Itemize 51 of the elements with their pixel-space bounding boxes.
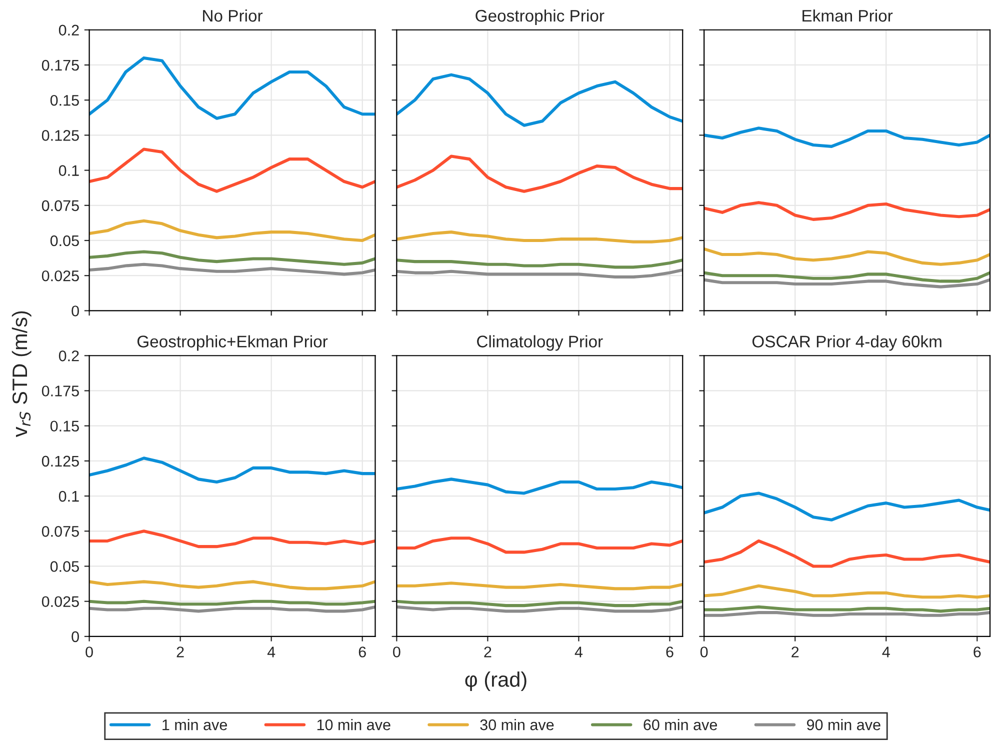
x-tick-label: 0 [393, 646, 400, 658]
line-series [89, 530, 376, 548]
legend-label: 90 min ave [806, 719, 880, 730]
line-series [89, 250, 376, 266]
line-series [89, 580, 376, 590]
y-tick-label: 0.15 [50, 420, 79, 432]
y-tick-label: 0.025 [42, 270, 79, 282]
line-series [89, 456, 376, 484]
y-tick-label: 0.1 [58, 490, 79, 502]
x-tick-label: 4 [574, 646, 583, 658]
legend-label: 10 min ave [317, 719, 390, 730]
y-tick-label: 0.125 [42, 456, 79, 467]
line-series [89, 148, 376, 193]
x-tick-label: 6 [666, 646, 674, 658]
legend-label: 30 min ave [480, 719, 554, 730]
x-tick-label: 6 [974, 646, 981, 658]
line-series [89, 56, 376, 120]
y-tick-label: 0.025 [42, 596, 79, 608]
y-tick-label: 0.1 [58, 165, 79, 176]
y-tick-label: 0.15 [50, 94, 79, 106]
legend-label: 1 min ave [162, 719, 227, 730]
x-tick-label: 2 [484, 646, 492, 658]
x-tick-label: 4 [882, 646, 890, 658]
y-tick-label: 0.125 [42, 130, 79, 141]
chart-title: Climatology Prior [477, 335, 603, 351]
y-tick-label: 0.05 [50, 561, 79, 572]
x-tick-label: 2 [792, 646, 799, 658]
chart-title: Geostrophic Prior [476, 9, 604, 26]
legend-label: 60 min ave [644, 719, 717, 730]
x-tick-label: 0 [86, 646, 93, 658]
y-tick-label: 0.2 [58, 350, 79, 362]
y-tick-label: 0.175 [42, 60, 79, 71]
y-tick-label: 0 [72, 631, 79, 642]
y-tick-label: 0 [72, 306, 79, 316]
chart-title: No Prior [203, 9, 263, 22]
x-tick-label: 2 [176, 646, 184, 658]
chart-title: Geostrophic+Ekman Prior [137, 335, 328, 351]
y-tick-label: 0.075 [42, 200, 79, 212]
y-tick-label: 0.2 [58, 24, 79, 36]
chart-title: Ekman Prior [802, 9, 893, 22]
line-series [89, 262, 376, 276]
y-axis-title: v$_{rS}$ STD (m/s) [12, 311, 32, 438]
y-tick-label: 0.05 [50, 235, 79, 246]
y-tick-label: 0.175 [42, 386, 79, 396]
line-series [89, 219, 376, 242]
chart-title: OSCAR Prior 4-day 60km [752, 335, 942, 351]
x-axis-title: φ (rad) [465, 672, 526, 691]
y-tick-label: 0.075 [42, 526, 79, 537]
x-tick-label: 0 [700, 646, 708, 658]
x-tick-label: 4 [267, 646, 276, 658]
x-tick-label: 6 [358, 646, 366, 658]
